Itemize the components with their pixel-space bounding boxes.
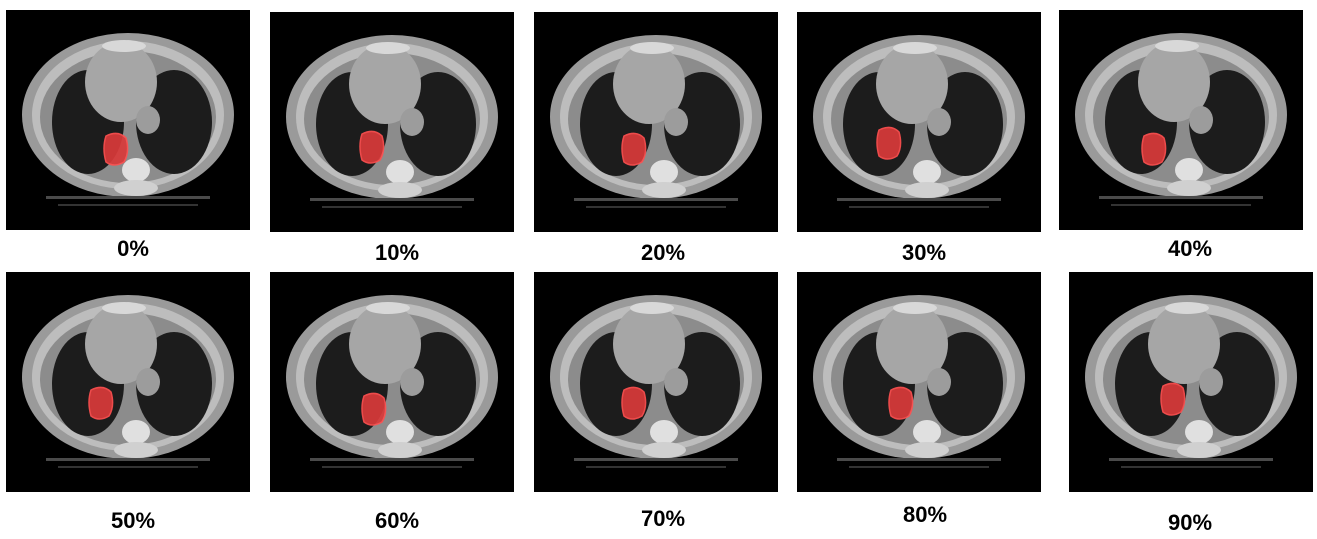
ct-panel xyxy=(1059,10,1303,230)
ct-image xyxy=(6,10,250,230)
panel-label: 70% xyxy=(641,506,685,531)
tumor-contour xyxy=(622,133,646,165)
tumor-contour xyxy=(89,387,113,419)
ct-panel xyxy=(1069,272,1313,492)
panel-label: 60% xyxy=(375,508,419,533)
panel-label: 20% xyxy=(641,240,685,265)
ct-image xyxy=(797,12,1041,232)
ct-image xyxy=(534,12,778,232)
ct-image xyxy=(270,12,514,232)
ct-image xyxy=(270,272,514,492)
tumor-contour xyxy=(360,131,384,163)
panel-label: 40% xyxy=(1168,236,1212,261)
panel-label: 90% xyxy=(1168,510,1212,534)
tumor-contour xyxy=(362,393,386,425)
panel-label: 0% xyxy=(117,236,149,261)
ct-image xyxy=(797,272,1041,492)
tumor-contour xyxy=(1142,133,1166,165)
figure: 0% 10% 20% 30% 40% 50% 60% 70% 80% 90% xyxy=(0,0,1317,534)
ct-image xyxy=(6,272,250,492)
panel-label: 80% xyxy=(903,502,947,527)
tumor-contour xyxy=(1161,383,1185,415)
tumor-contour xyxy=(104,133,128,165)
ct-panel xyxy=(6,10,250,230)
panel-label: 10% xyxy=(375,240,419,265)
ct-image xyxy=(1059,10,1303,230)
ct-panel xyxy=(270,272,514,492)
ct-panel xyxy=(797,272,1041,492)
ct-panel xyxy=(797,12,1041,232)
tumor-contour xyxy=(889,387,913,419)
panel-label: 30% xyxy=(902,240,946,265)
ct-panel xyxy=(534,272,778,492)
ct-panel xyxy=(270,12,514,232)
ct-image xyxy=(534,272,778,492)
tumor-contour xyxy=(877,127,901,159)
page: 0%10%20%30%40%50%60%70%80%90% (() => { c… xyxy=(0,0,1317,539)
tumor-contour xyxy=(622,387,646,419)
ct-image xyxy=(1069,272,1313,492)
panel-label: 50% xyxy=(111,508,155,533)
ct-panel xyxy=(534,12,778,232)
ct-panel xyxy=(6,272,250,492)
